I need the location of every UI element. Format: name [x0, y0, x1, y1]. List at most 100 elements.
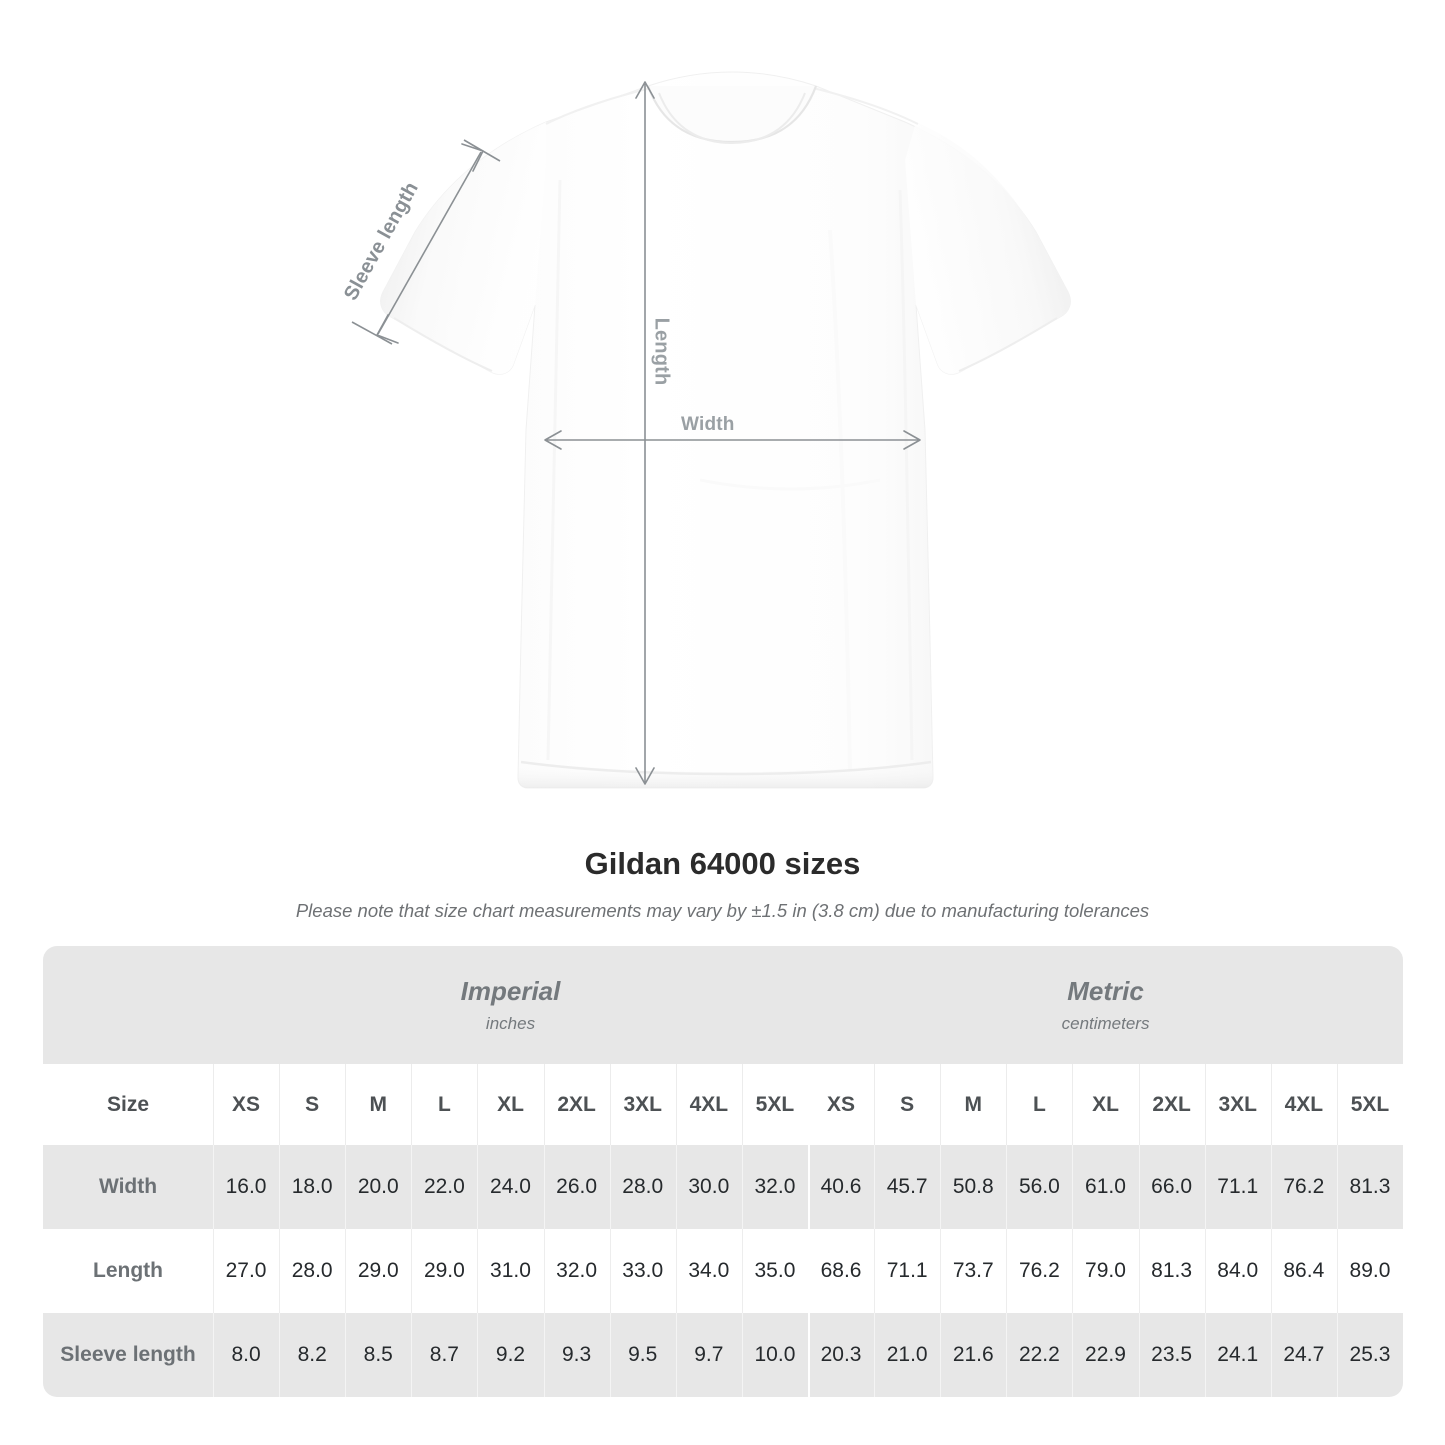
row-header-width: Width	[43, 1145, 213, 1229]
cell-metric: 25.3	[1336, 1313, 1404, 1397]
cell-metric: 71.1	[874, 1229, 941, 1313]
unit-group-name: Metric	[1067, 975, 1144, 1006]
column-header-metric-3xl: 3XL	[1204, 1064, 1271, 1145]
tshirt-shape	[380, 71, 1071, 789]
table-row: Width 16.0 18.0 20.0 22.0 24.0 26.0 28.0 30.0 32.…	[43, 1145, 1404, 1229]
cell-imperial: 28.0	[279, 1229, 346, 1313]
cell-metric: 71.1	[1204, 1145, 1271, 1229]
cell-imperial: 8.5	[345, 1313, 412, 1397]
size-header-row: Size XS S M L XL 2XL 3XL 4XL 5XL XS S M L XL 2XL 3XL 4XL 5…	[43, 1064, 1404, 1145]
cell-imperial: 8.7	[411, 1313, 478, 1397]
cell-metric: 50.8	[940, 1145, 1007, 1229]
cell-metric: 86.4	[1270, 1229, 1337, 1313]
cell-metric: 66.0	[1138, 1145, 1205, 1229]
cell-metric: 20.3	[808, 1313, 875, 1397]
cell-metric: 22.2	[1006, 1313, 1073, 1397]
cell-metric: 79.0	[1072, 1229, 1139, 1313]
unit-group-subtitle: inches	[485, 1013, 536, 1033]
cell-imperial: 26.0	[543, 1145, 610, 1229]
cell-metric: 21.6	[940, 1313, 1007, 1397]
row-header-sleeve-length: Sleeve length	[43, 1313, 213, 1397]
column-header-imperial-xl: XL	[477, 1064, 544, 1145]
cell-imperial: 29.0	[345, 1229, 412, 1313]
tolerance-note: Please note that size chart measurements…	[295, 900, 1150, 922]
cell-imperial: 33.0	[609, 1229, 676, 1313]
column-header-imperial-s: S	[279, 1064, 346, 1145]
cell-metric: 23.5	[1138, 1313, 1205, 1397]
cell-metric: 24.7	[1270, 1313, 1337, 1397]
tshirt-measurement-figure: Sleeve length Length Width	[340, 71, 1071, 789]
column-header-imperial-m: M	[345, 1064, 412, 1145]
column-header-size: Size	[43, 1064, 213, 1145]
cell-metric: 24.1	[1204, 1313, 1271, 1397]
column-header-metric-xs: XS	[808, 1064, 875, 1145]
cell-metric: 76.2	[1270, 1145, 1337, 1229]
cell-metric: 73.7	[940, 1229, 1007, 1313]
row-header-length: Length	[43, 1229, 213, 1313]
cell-metric: 84.0	[1204, 1229, 1271, 1313]
cell-imperial: 8.2	[279, 1313, 346, 1397]
cell-imperial: 10.0	[741, 1313, 808, 1397]
column-header-metric-s: S	[874, 1064, 941, 1145]
cell-imperial: 32.0	[741, 1145, 808, 1229]
table-row: Sleeve length 8.0 8.2 8.5 8.7 9.2 9.3 9.5 9.7 10.…	[43, 1313, 1404, 1397]
cell-imperial: 9.5	[609, 1313, 676, 1397]
cell-metric: 61.0	[1072, 1145, 1139, 1229]
table-row: Length 27.0 28.0 29.0 29.0 31.0 32.0 33.0 34.0 35…	[43, 1229, 1404, 1313]
cell-imperial: 16.0	[213, 1145, 280, 1229]
column-header-metric-2xl: 2XL	[1138, 1064, 1205, 1145]
unit-banner-row: Imperial inches Metric centimeters	[43, 946, 1404, 1064]
column-header-metric-l: L	[1006, 1064, 1073, 1145]
cell-metric: 76.2	[1006, 1229, 1073, 1313]
column-header-metric-5xl: 5XL	[1336, 1064, 1404, 1145]
column-header-imperial-l: L	[411, 1064, 478, 1145]
cell-metric: 45.7	[874, 1145, 941, 1229]
cell-metric: 89.0	[1336, 1229, 1404, 1313]
sleeve-length-arrow	[351, 139, 501, 345]
cell-metric: 81.3	[1336, 1145, 1404, 1229]
cell-imperial: 9.2	[477, 1313, 544, 1397]
size-chart-table: Imperial inches Metric centimeters Size XS S M L…	[43, 946, 1404, 1397]
column-header-imperial-4xl: 4XL	[675, 1064, 742, 1145]
column-header-imperial-3xl: 3XL	[609, 1064, 676, 1145]
page-title: Gildan 64000 sizes	[584, 846, 861, 881]
column-header-imperial-xs: XS	[213, 1064, 280, 1145]
cell-metric: 22.9	[1072, 1313, 1139, 1397]
length-label: Length	[650, 317, 673, 386]
column-header-metric-4xl: 4XL	[1270, 1064, 1337, 1145]
unit-group-metric: Metric centimeters	[808, 946, 1404, 1064]
cell-metric: 56.0	[1006, 1145, 1073, 1229]
unit-banner-spacer	[43, 946, 213, 1064]
measurement-arrows	[351, 81, 921, 785]
length-arrow	[635, 81, 655, 785]
cell-metric: 21.0	[874, 1313, 941, 1397]
cell-imperial: 27.0	[213, 1229, 280, 1313]
cell-imperial: 18.0	[279, 1145, 346, 1229]
column-header-metric-xl: XL	[1072, 1064, 1139, 1145]
cell-imperial: 8.0	[213, 1313, 280, 1397]
size-chart-table-wrapper: Imperial inches Metric centimeters Size XS S M L…	[43, 946, 1404, 1397]
title-block: Gildan 64000 sizes Please note that size…	[0, 845, 1445, 923]
cell-imperial: 9.7	[675, 1313, 742, 1397]
cell-imperial: 20.0	[345, 1145, 412, 1229]
unit-group-subtitle: centimeters	[1061, 1013, 1150, 1033]
column-header-imperial-2xl: 2XL	[543, 1064, 610, 1145]
width-label: Width	[681, 414, 735, 435]
cell-imperial: 30.0	[675, 1145, 742, 1229]
column-header-metric-m: M	[940, 1064, 1007, 1145]
unit-group-imperial: Imperial inches	[213, 946, 808, 1064]
tshirt-illustration	[351, 71, 1071, 789]
cell-metric: 40.6	[808, 1145, 875, 1229]
unit-group-name: Imperial	[460, 975, 561, 1006]
cell-imperial: 9.3	[543, 1313, 610, 1397]
cell-imperial: 24.0	[477, 1145, 544, 1229]
cell-metric: 81.3	[1138, 1229, 1205, 1313]
cell-imperial: 34.0	[675, 1229, 742, 1313]
width-arrow	[544, 430, 921, 450]
cell-imperial: 35.0	[741, 1229, 808, 1313]
cell-imperial: 22.0	[411, 1145, 478, 1229]
cell-imperial: 32.0	[543, 1229, 610, 1313]
cell-imperial: 28.0	[609, 1145, 676, 1229]
cell-metric: 68.6	[808, 1229, 875, 1313]
cell-imperial: 29.0	[411, 1229, 478, 1313]
